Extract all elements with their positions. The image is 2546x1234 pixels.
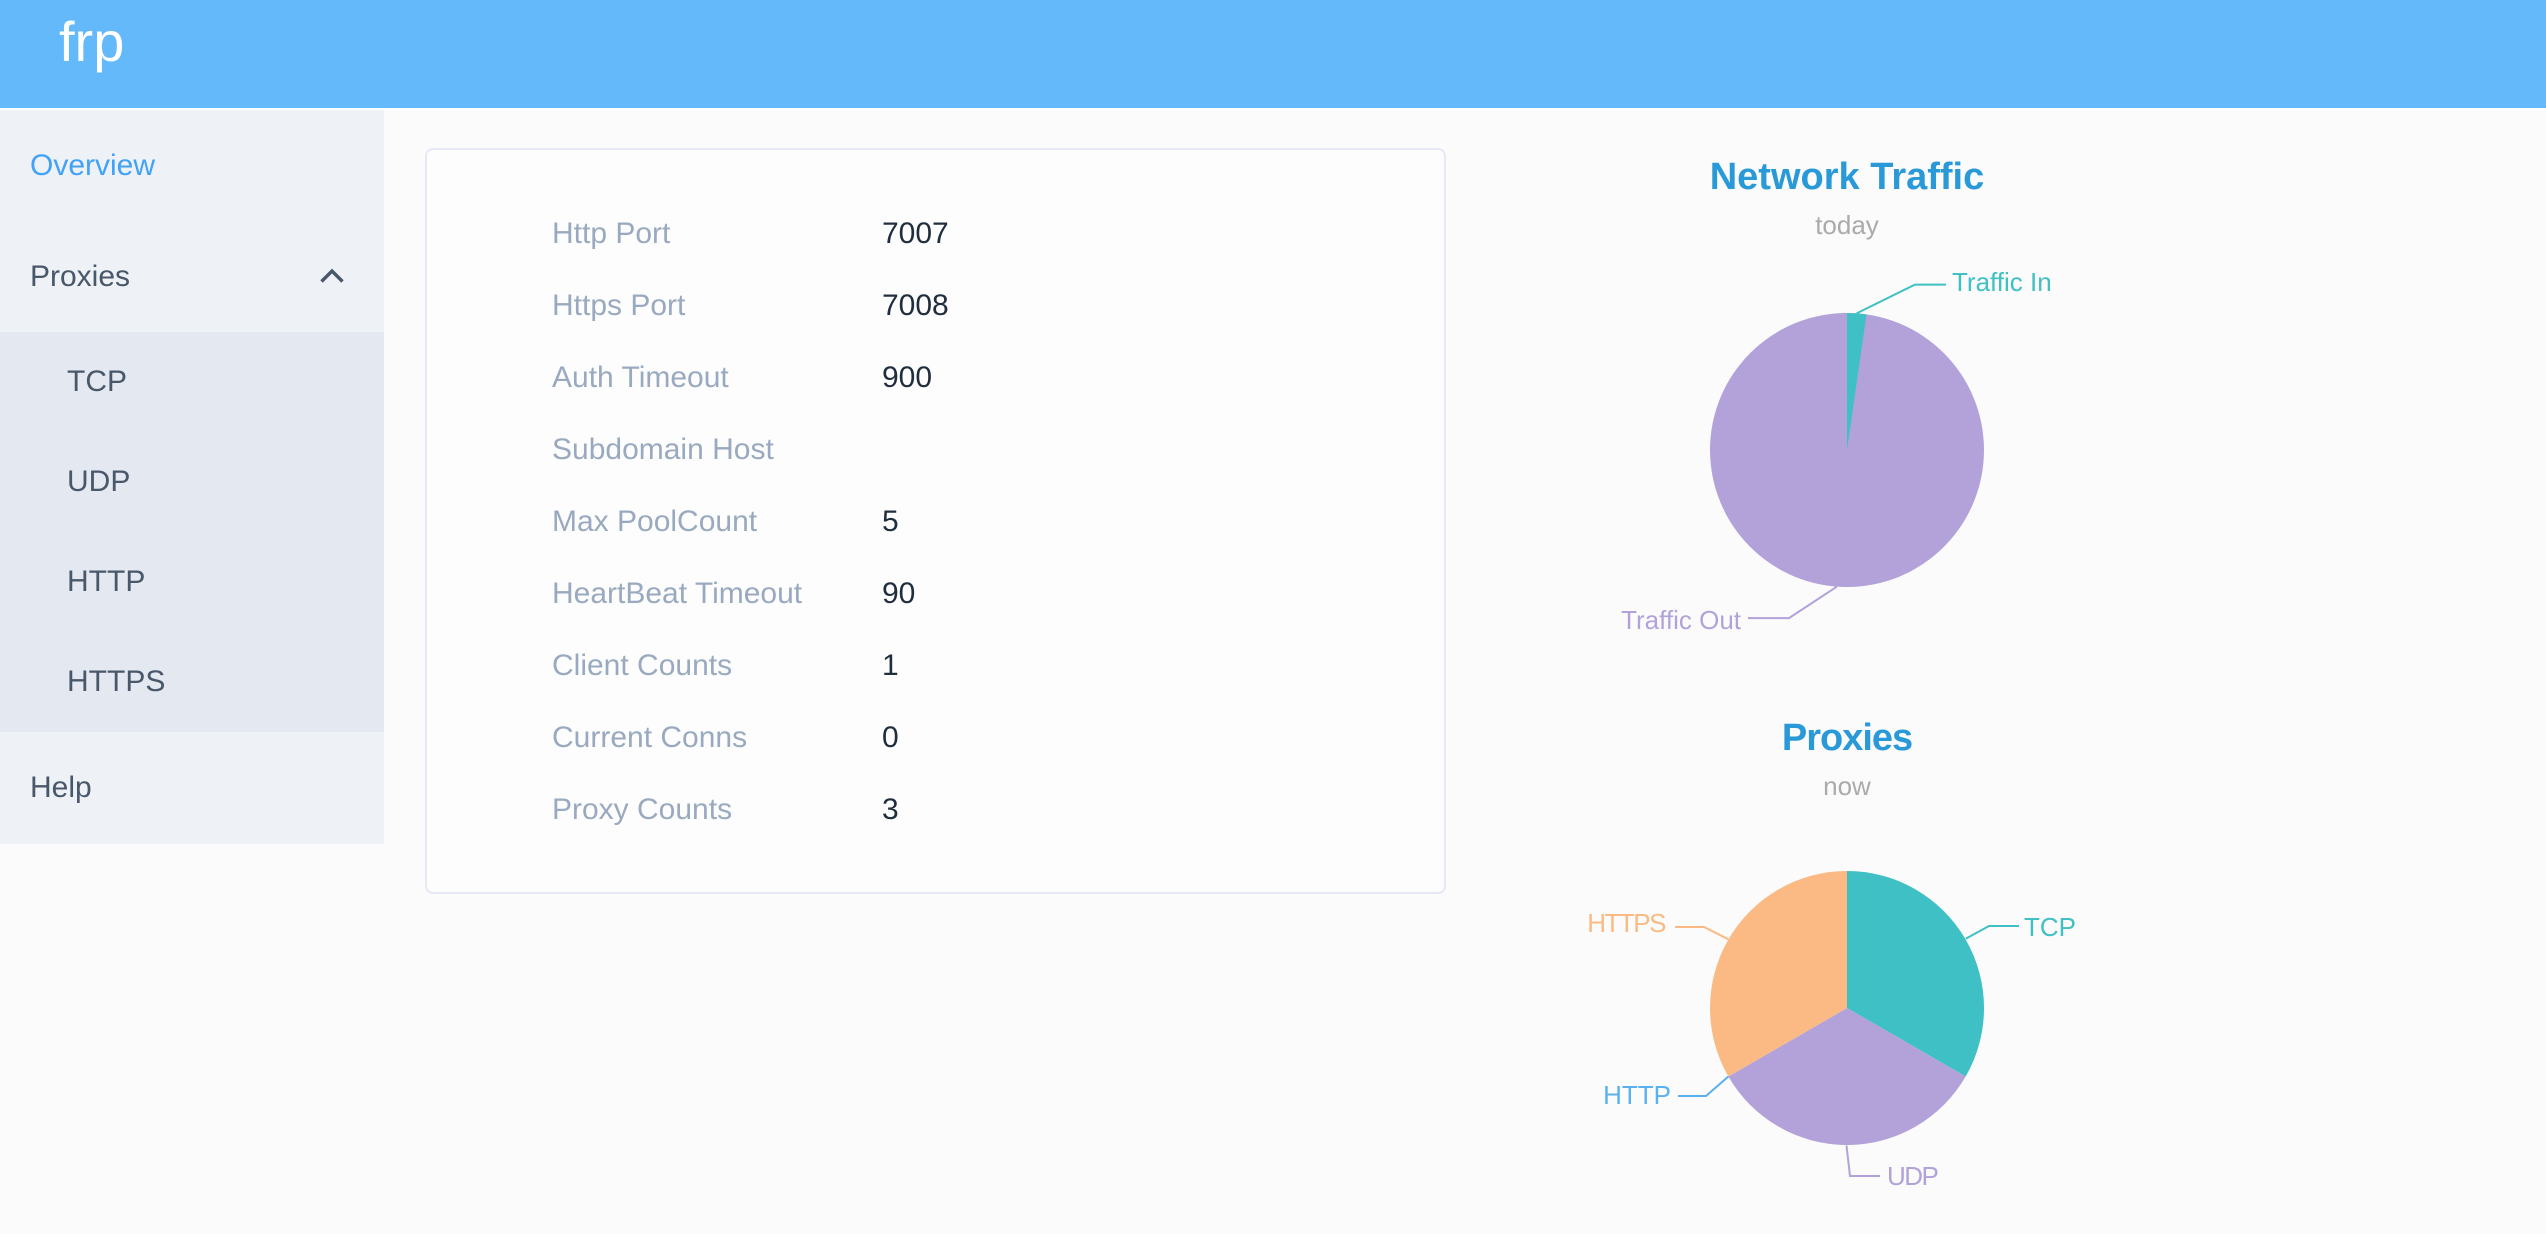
svg-text:Traffic In: Traffic In bbox=[1952, 267, 2052, 297]
svg-text:UDP: UDP bbox=[1887, 1161, 1938, 1191]
svg-text:HTTPS: HTTPS bbox=[1587, 908, 1666, 938]
svg-text:Traffic Out: Traffic Out bbox=[1621, 605, 1742, 635]
svg-text:HTTP: HTTP bbox=[1603, 1080, 1671, 1110]
svg-text:TCP: TCP bbox=[2024, 912, 2076, 942]
